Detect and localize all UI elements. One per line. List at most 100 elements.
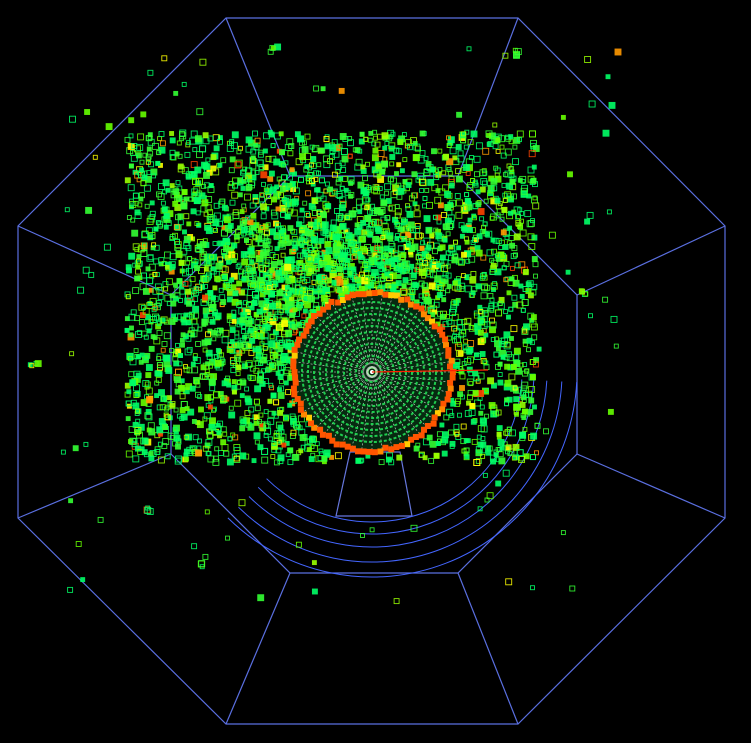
hit-cell	[528, 397, 535, 404]
hit-cell	[365, 161, 370, 167]
hit-cell	[490, 237, 496, 243]
disc-spoke	[371, 371, 440, 412]
hit-cell	[367, 137, 373, 143]
hit-cell	[201, 183, 206, 189]
hit-cell	[227, 436, 233, 442]
hit-cell	[192, 177, 200, 185]
disc-edge-cell	[290, 363, 297, 370]
hit-cell	[337, 143, 343, 149]
hit-cell	[508, 172, 515, 179]
reconstructed-track	[371, 369, 489, 373]
disc-edge-cell	[443, 342, 449, 349]
hit-cell	[125, 416, 131, 422]
hit-cell	[231, 379, 237, 385]
hit-cell	[273, 354, 281, 362]
hit-cell	[213, 228, 218, 233]
hit-cell	[134, 427, 142, 434]
hit-cell	[496, 431, 502, 437]
hit-cell	[161, 55, 168, 62]
hit-cell	[495, 137, 501, 143]
disc-edge-cell	[445, 347, 452, 354]
hit-cell	[292, 421, 300, 429]
hit-cell	[276, 176, 282, 182]
hit-cell	[151, 173, 157, 179]
hit-cell	[325, 247, 333, 255]
hit-cell	[173, 282, 178, 288]
hit-cell	[170, 300, 177, 307]
disc-edge-cell	[291, 352, 298, 359]
hit-cell	[192, 356, 198, 362]
hit-cell	[322, 229, 330, 237]
tracker-arc	[227, 382, 578, 578]
hit-cell	[513, 347, 521, 355]
hit-cell	[461, 251, 467, 258]
hit-cell	[360, 203, 367, 210]
hit-cell	[138, 319, 145, 326]
hit-cell	[185, 173, 192, 180]
hit-cell	[490, 410, 498, 418]
disc-edge-cell	[445, 352, 452, 359]
hit-cell	[370, 203, 376, 209]
hit-cell	[219, 198, 226, 205]
hit-cell	[462, 344, 469, 351]
hit-cell	[323, 136, 330, 143]
hit-cell	[213, 212, 221, 220]
disc-edge-cell	[320, 306, 327, 313]
hit-cell	[508, 306, 514, 312]
hit-cell	[147, 135, 153, 141]
hit-cell	[159, 140, 166, 147]
hit-cell	[298, 176, 304, 183]
hit-cell	[280, 252, 286, 258]
hit-cell	[300, 273, 306, 279]
hit-cell	[204, 339, 211, 346]
hit-cell	[433, 301, 440, 308]
disc-edge-cell	[431, 414, 438, 421]
hit-cell	[408, 195, 415, 202]
hit-cell	[522, 286, 529, 292]
hit-cell	[179, 337, 185, 343]
hit-cell	[277, 340, 284, 347]
hit-cell	[213, 202, 220, 209]
hit-cell	[455, 168, 462, 175]
hit-cell	[286, 138, 294, 146]
hit-cell	[192, 289, 199, 296]
hit-cell	[271, 364, 279, 372]
hit-cell	[506, 426, 512, 432]
hit-cell	[360, 533, 365, 538]
hit-cell	[428, 282, 436, 290]
hit-cell	[436, 310, 443, 317]
hit-cell	[400, 254, 406, 261]
hit-cell	[353, 246, 359, 252]
hit-cell	[135, 430, 140, 436]
hit-cell	[456, 341, 462, 347]
hit-cell	[287, 402, 293, 408]
hit-cell	[281, 197, 287, 203]
hit-cell	[480, 283, 488, 291]
hit-cell	[130, 309, 137, 316]
hit-cell	[252, 197, 259, 204]
hit-cell	[331, 279, 338, 286]
hit-cell	[308, 162, 314, 168]
hit-cell	[312, 305, 320, 313]
hit-cell	[124, 327, 130, 333]
hit-cell	[401, 283, 407, 289]
hit-cell	[273, 158, 281, 166]
hit-cell	[528, 243, 536, 250]
hit-cell	[480, 254, 487, 261]
hit-cell	[506, 290, 512, 296]
hit-cell	[173, 90, 179, 96]
hit-cell	[234, 238, 240, 244]
hit-cell	[431, 148, 437, 155]
hit-cell	[299, 224, 305, 230]
disc-spoke	[332, 371, 373, 440]
hit-cell	[457, 350, 464, 357]
hit-cell	[222, 204, 228, 211]
hit-cell	[258, 412, 264, 418]
hit-cell	[174, 224, 181, 231]
hit-cell	[464, 454, 470, 460]
hit-cell	[181, 189, 188, 196]
hit-cell	[485, 449, 492, 456]
hit-cell	[525, 281, 532, 288]
hit-cell	[237, 342, 244, 349]
hit-cell	[313, 176, 319, 182]
